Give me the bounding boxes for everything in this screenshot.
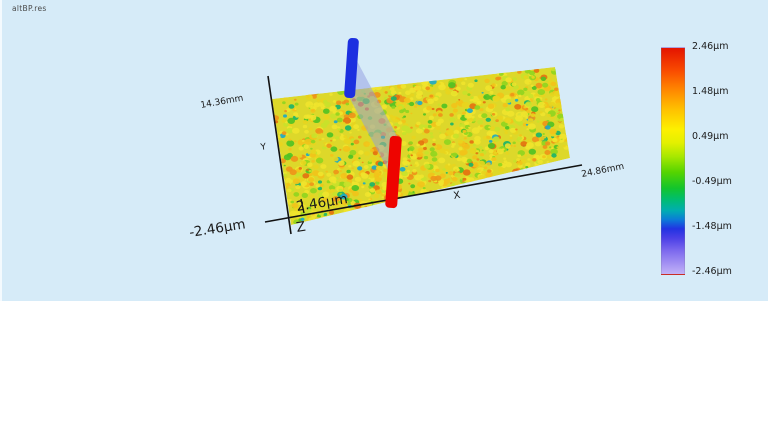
z-bottom-label: -2.46µm bbox=[188, 216, 246, 241]
section-end-handle[interactable] bbox=[385, 135, 402, 209]
colorbar-tick-label: 2.46µm bbox=[692, 41, 729, 52]
y-axis-line bbox=[267, 75, 292, 235]
z-axis-tick bbox=[300, 198, 305, 214]
colorbar-tick-label: -1.48µm bbox=[692, 221, 732, 232]
height-colorbar bbox=[661, 47, 685, 275]
x-axis-max-label: 24.86mm bbox=[581, 162, 625, 180]
surface-3d-plot[interactable]: 14.36mm Y 24.86mm X 2.46µm -2.46µm Z bbox=[2, 0, 768, 301]
section-plane[interactable] bbox=[349, 46, 397, 187]
dataset-filename: altBP.res bbox=[12, 4, 47, 13]
panel-divider bbox=[0, 301, 768, 305]
x-axis-letter: X bbox=[453, 190, 462, 202]
colorbar-tick-label: -0.49µm bbox=[692, 176, 732, 187]
y-axis-max-label: 14.36mm bbox=[200, 94, 244, 111]
colorbar-tick-label: 1.48µm bbox=[692, 86, 729, 97]
surface-view-panel: altBP.res 14.36mm Y 24.86mm bbox=[0, 0, 768, 301]
colorbar-tick-label: -2.46µm bbox=[692, 266, 732, 277]
z-axis-letter: Z bbox=[295, 219, 307, 236]
y-axis-letter: Y bbox=[259, 142, 267, 153]
section-start-handle[interactable] bbox=[344, 37, 359, 99]
profile-panel: 2.46µm 1.23µm 0.00µm -1.23µm -2.46µm Loc… bbox=[0, 305, 768, 429]
colorbar-tick-label: 0.49µm bbox=[692, 131, 729, 142]
x-axis-line bbox=[264, 164, 583, 223]
surface-mesh bbox=[272, 67, 570, 225]
